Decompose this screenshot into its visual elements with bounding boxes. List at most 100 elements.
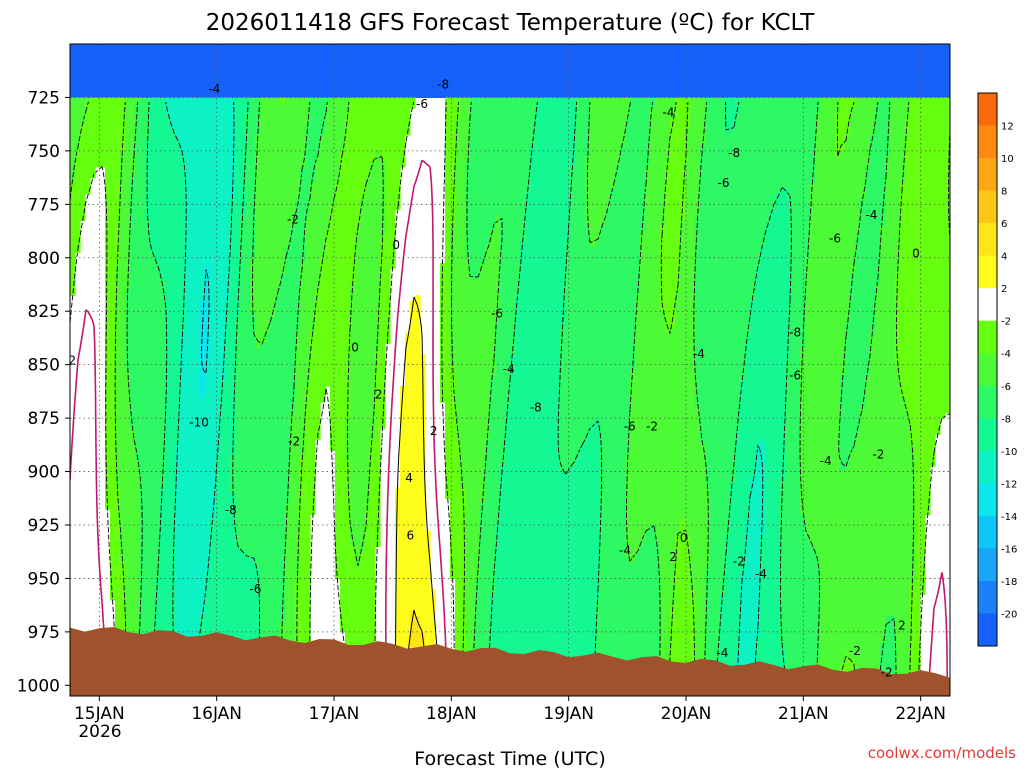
contour-label: -6	[624, 420, 636, 434]
x-tick-year: 2026	[78, 722, 121, 742]
x-tick-label: 21JAN	[778, 704, 829, 724]
x-tick-label: 17JAN	[309, 704, 360, 724]
contour-label: -2	[872, 447, 884, 461]
contour-label: -8	[530, 400, 542, 414]
contour-labels: -4 -6 -8 -4 -8 -6 -4 -6 0 -2 0 -6 0 -8 -4 -4 -6 2 -10 2 -8 -6…	[70, 78, 920, 680]
colorbar-swatch	[978, 93, 997, 126]
x-axis: 15JAN 16JAN 17JAN 18JAN 19JAN 20JAN 21JAN 22JAN	[74, 696, 946, 724]
y-tick-label: 800	[28, 249, 60, 269]
x-tick-label: 22JAN	[895, 704, 946, 724]
contour-label: -2	[646, 420, 658, 434]
contour-label: -2	[733, 554, 745, 568]
colorbar-tick-label: -16	[1001, 544, 1017, 555]
grid-lines	[70, 44, 950, 696]
contour-label: 0	[351, 341, 359, 355]
contour-label: -4	[865, 208, 877, 222]
colorbar-swatch	[978, 288, 997, 322]
y-tick-label: 950	[28, 569, 60, 589]
colorbar-swatch	[978, 125, 997, 159]
y-tick-label: 775	[28, 195, 60, 215]
contour-label: -4	[716, 646, 728, 660]
plot-frame	[69, 43, 951, 697]
contour-line	[70, 101, 950, 696]
y-tick-label: 1000	[17, 676, 60, 696]
contour-label: -2	[288, 435, 300, 449]
colorbar-swatch	[978, 515, 997, 549]
colorbar-tick-label: 10	[1001, 154, 1014, 165]
contour-label: -6	[249, 582, 261, 596]
contour-label: -6	[789, 368, 801, 382]
contour-label: -2	[881, 665, 893, 679]
y-tick-label: 850	[28, 356, 60, 376]
colorbar-tick-label: -10	[1001, 447, 1017, 458]
colorbar-tick-label: -14	[1001, 512, 1017, 523]
contour-label: -2	[287, 212, 299, 226]
contour-label: -4	[662, 105, 674, 119]
credit-text: coolwx.com/models	[868, 744, 1016, 762]
colorbar-tick-label: -4	[1001, 349, 1011, 360]
colorbar-tick-label: -2	[1001, 317, 1011, 328]
contour-label: -6	[491, 306, 503, 320]
colorbar-swatch	[978, 255, 997, 289]
colorbar-tick-label: -20	[1001, 609, 1017, 620]
ground-terrain	[70, 627, 950, 696]
contour-label: -10	[189, 415, 209, 429]
contour-label: 6	[406, 529, 414, 543]
colorbar-tick-label: 6	[1001, 219, 1007, 230]
colorbar-tick-label: 4	[1001, 252, 1007, 263]
x-tick-label: 18JAN	[426, 704, 477, 724]
contour-label: -8	[437, 78, 449, 92]
colorbar-swatch	[978, 450, 997, 484]
y-tick-label: 975	[28, 623, 60, 643]
contour-label: -6	[829, 232, 841, 246]
contour-line	[126, 101, 897, 696]
y-tick-label: 900	[28, 463, 60, 483]
colorbar-swatch	[978, 580, 997, 614]
colorbar-tick-label: -6	[1001, 382, 1011, 393]
contour-label: -4	[820, 454, 832, 468]
contour-label: 0	[392, 238, 400, 252]
y-tick-label: 875	[28, 409, 60, 429]
contour-label: 0	[680, 531, 688, 545]
colorbar-swatch	[978, 613, 997, 647]
y-tick-label: 925	[28, 516, 60, 536]
colorbar-swatch	[978, 158, 997, 191]
contour-label: -4	[503, 362, 515, 376]
contour-label: 4	[405, 471, 413, 485]
colorbar-swatch	[978, 190, 997, 224]
contour-label: -4	[755, 567, 767, 581]
contour-label: 2	[375, 388, 383, 402]
contour-label: 2	[669, 550, 677, 564]
plot-area: -4 -6 -8 -4 -8 -6 -4 -6 0 -2 0 -6 0 -8 -4 -4 -6 2 -10 2 -8 -6…	[70, 44, 950, 696]
contour-label: 2	[430, 424, 438, 438]
x-axis-label: Forecast Time (UTC)	[414, 748, 605, 768]
y-tick-label: 725	[28, 88, 60, 108]
contour-label: -8	[789, 326, 801, 340]
y-tick-label: 750	[28, 142, 60, 162]
colorbar-tick-label: 12	[1001, 122, 1014, 133]
colorbar-swatch	[978, 483, 997, 517]
colorbar-tick-label: -18	[1001, 577, 1017, 588]
colorbar-tick-label: -8	[1001, 414, 1011, 425]
colorbar-swatch	[978, 320, 997, 354]
contour-label: -6	[718, 176, 730, 190]
contour-label: -4	[208, 82, 220, 96]
contour-label: -2	[849, 644, 861, 658]
contour-label: 0	[912, 246, 920, 260]
contour-label: -4	[619, 544, 631, 558]
colorbar-swatch	[978, 223, 997, 256]
chart-title: 2026011418 GFS Forecast Temperature (ºC)…	[206, 10, 815, 36]
contour-label: -4	[693, 347, 705, 361]
colorbar-swatch	[978, 385, 997, 419]
colorbar: 12 10 8 6 4 2 -2 -4 -6 -8 -10 -12 -14 -16 -18 -20	[977, 92, 1017, 647]
colorbar-tick-label: 2	[1001, 284, 1007, 295]
contour-label: -6	[416, 97, 428, 111]
x-tick-label: 20JAN	[661, 704, 712, 724]
colorbar-swatch	[978, 418, 997, 452]
colorbar-tick-label: -12	[1001, 479, 1017, 490]
contour-label: 2	[898, 618, 906, 632]
contour-label: -8	[728, 146, 740, 160]
colorbar-frame	[977, 92, 998, 647]
contour-line	[165, 101, 764, 696]
